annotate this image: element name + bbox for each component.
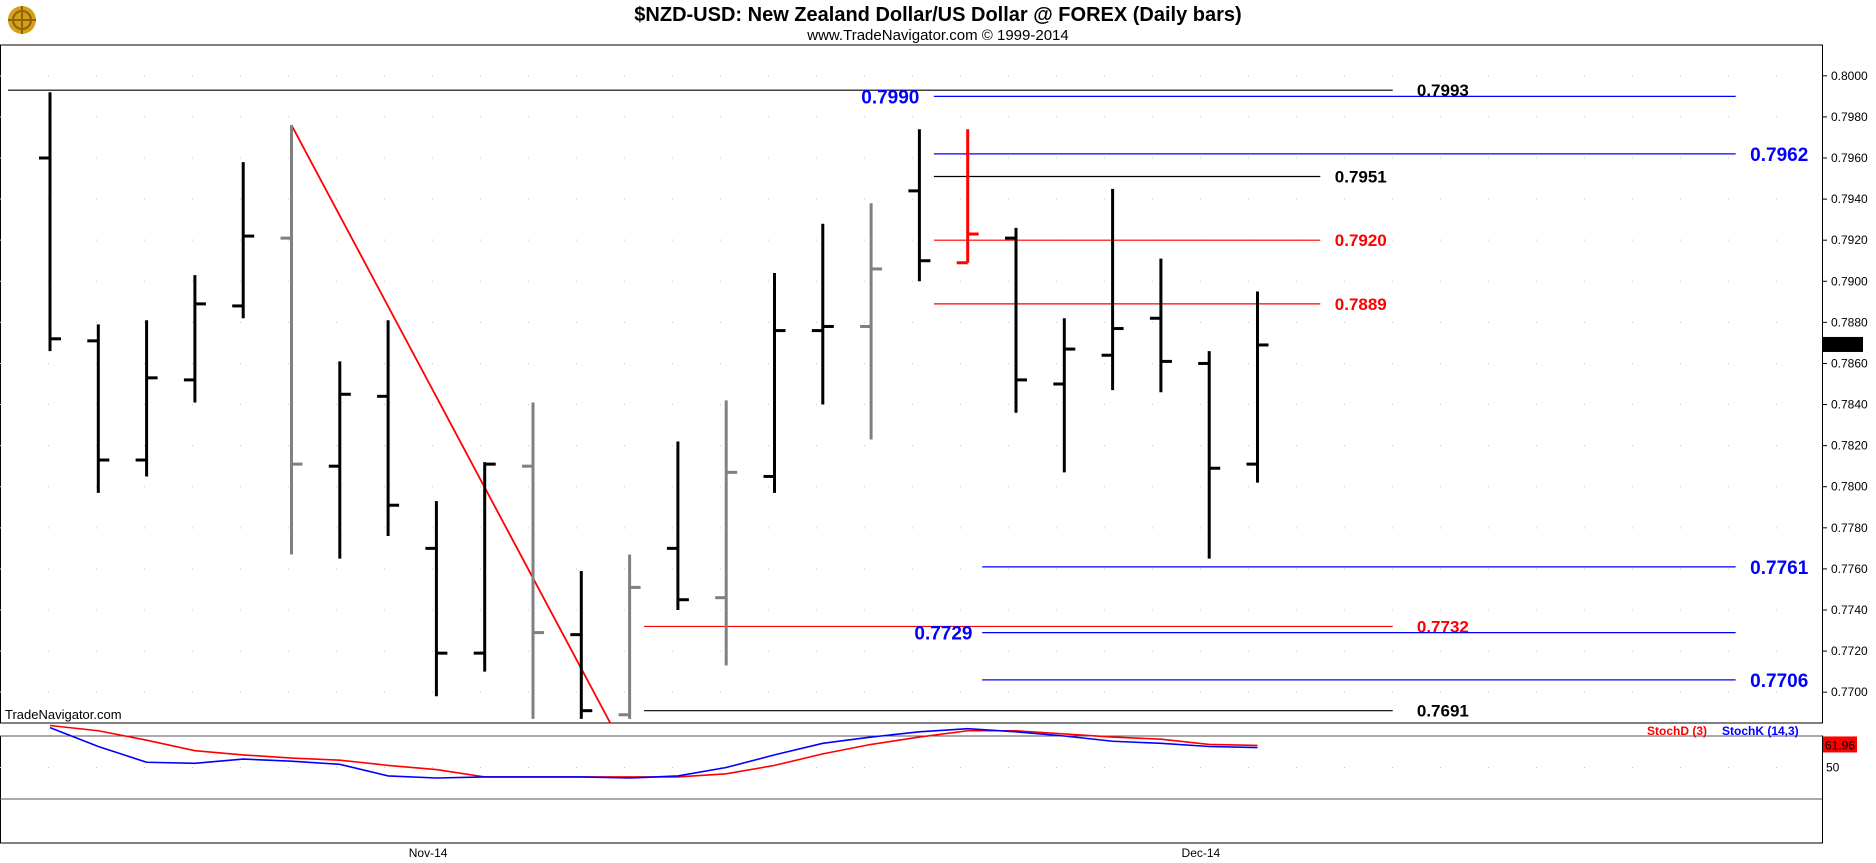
ohlc-bar (811, 223, 834, 405)
ohlc-bar (135, 320, 158, 477)
ohlc-bar (39, 92, 61, 352)
level-label: 0.7732 (1417, 617, 1469, 636)
stoch-panel-frame (0, 735, 1823, 844)
level-label: 0.7993 (1417, 81, 1469, 100)
stochk-line (49, 726, 1258, 779)
ohlc-bar (1198, 351, 1221, 559)
ohlc-bar (1149, 258, 1172, 393)
price-panel-frame (0, 44, 1823, 724)
ohlc-bar (956, 129, 979, 265)
ohlc-bar (908, 129, 931, 282)
ohlc-bar (87, 324, 110, 493)
ohlc-bar (618, 554, 641, 719)
level-label: 0.7706 (1750, 671, 1808, 692)
y-tick-label: 0.7820 (1831, 439, 1868, 453)
trendline-segment (290, 124, 612, 724)
ohlc-bar (860, 203, 883, 440)
level-label: 0.7962 (1750, 145, 1808, 166)
ohlc-bar (570, 570, 593, 719)
y-tick-label: 0.7700 (1831, 685, 1868, 699)
stoch-last-label: 61.96 (1825, 738, 1855, 752)
ohlc-bar (280, 125, 303, 555)
chart-title: $NZD-USD: New Zealand Dollar/US Dollar @… (634, 4, 1241, 26)
level-label: 0.7729 (914, 624, 972, 645)
ohlc-bar (183, 275, 206, 403)
ohlc-bar (473, 462, 496, 672)
stoch-lines (49, 724, 1258, 779)
y-tick-label: 0.7780 (1831, 521, 1868, 535)
ohlc-bar (425, 501, 448, 697)
stochd-legend: StochD (3) (1647, 724, 1707, 738)
y-tick-label: 0.7800 (1831, 480, 1868, 494)
y-tick-label: 0.7860 (1831, 356, 1868, 370)
ohlc-bar (1053, 318, 1076, 473)
y-tick-label: 0.7940 (1831, 192, 1868, 206)
y-tick-label: 0.7880 (1831, 315, 1868, 329)
trade-navigator-logo-icon (8, 6, 36, 34)
ohlc-bar (1246, 291, 1269, 483)
stoch-tick-label: 50 (1826, 761, 1840, 775)
level-label: 0.7889 (1335, 295, 1387, 314)
ohlc-bar (377, 320, 400, 537)
ohlc-bar (522, 402, 544, 719)
x-tick-label: Nov-14 (409, 846, 448, 860)
time-axis: Nov-14 Dec-14 (409, 846, 1221, 860)
ohlc-bar (232, 162, 255, 319)
stoch-last-marker (1823, 736, 1857, 753)
level-label: 0.7691 (1417, 702, 1469, 721)
price-levels: 0.7993 0.7990 0.7962 0.7951 0.7920 0.7889 0.77… (8, 81, 1809, 721)
y-tick-label: 0.7740 (1831, 603, 1868, 617)
stoch-gridlines (0, 735, 1822, 800)
y-tick-label: 0.7840 (1831, 398, 1868, 412)
watermark: TradeNavigator.com (5, 707, 122, 722)
stoch-axis: 50 61.96 (1823, 736, 1857, 775)
level-label: 0.7951 (1335, 167, 1387, 186)
last-price-label: 0.7869 (1825, 338, 1862, 352)
stochastic-panel: 50 61.96 StochD (3) StochK (14,3) (0, 724, 1857, 844)
ohlc-bar (1005, 227, 1027, 413)
y-tick-label: 0.7980 (1831, 110, 1868, 124)
y-tick-label: 0.7960 (1831, 151, 1868, 165)
level-label: 0.7990 (861, 87, 919, 108)
price-axis: 0.7700 0.7720 0.7740 0.7760 0.7780 0.7800 0.78… (1822, 69, 1868, 699)
y-tick-label: 0.7900 (1831, 274, 1868, 288)
ohlc-bars (39, 92, 1269, 719)
ohlc-bar (666, 441, 689, 610)
y-tick-label: 0.7920 (1831, 233, 1868, 247)
y-tick-label: 0.7720 (1831, 644, 1868, 658)
trendline (290, 124, 612, 724)
level-label: 0.7920 (1335, 231, 1387, 250)
y-tick-label: 0.8000 (1831, 69, 1868, 83)
ohlc-bar (715, 400, 738, 666)
ohlc-bar (1101, 188, 1124, 391)
price-panel: 0.7993 0.7990 0.7962 0.7951 0.7920 0.7889 0.77… (0, 44, 1868, 724)
stochk-legend: StochK (14,3) (1722, 724, 1799, 738)
x-tick-label: Dec-14 (1182, 846, 1221, 860)
ohlc-bar (763, 273, 786, 493)
ohlc-bar (328, 361, 351, 559)
y-tick-label: 0.7760 (1831, 562, 1868, 576)
chart-subtitle: www.TradeNavigator.com © 1999-2014 (806, 27, 1068, 44)
last-price-marker (1823, 336, 1863, 352)
level-label: 0.7761 (1750, 558, 1809, 579)
header: $NZD-USD: New Zealand Dollar/US Dollar @… (8, 4, 1242, 44)
